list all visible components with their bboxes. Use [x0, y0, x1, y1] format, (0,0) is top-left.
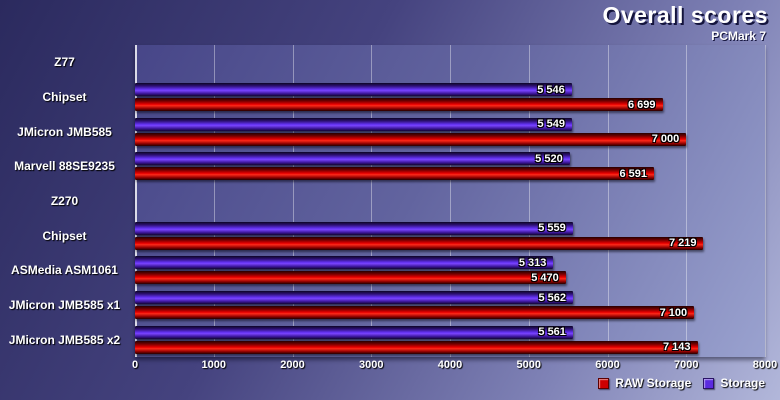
chart-row: Marvell 88SE9235 5 520 6 591 — [0, 149, 765, 184]
chart-row: JMicron JMB585 x2 5 561 7 143 — [0, 322, 765, 357]
bar-group — [135, 45, 765, 80]
chart-title: Overall scores — [602, 2, 768, 28]
bar-value-label: 5 313 — [518, 256, 547, 269]
gridline — [528, 45, 530, 357]
raw-bar: 5 470 — [135, 271, 566, 285]
x-tick-label: 1000 — [201, 359, 226, 371]
gridline — [607, 45, 609, 357]
bar-group: 5 559 7 219 — [135, 218, 765, 253]
bar-group — [135, 184, 765, 219]
raw-bar: 7 000 — [135, 132, 687, 146]
bar-group: 5 520 6 591 — [135, 149, 765, 184]
storage-bar: 5 562 — [135, 291, 573, 305]
bar-value-label: 6 699 — [628, 98, 656, 111]
bar-value-label: 5 562 — [538, 291, 566, 304]
storage-swatch — [703, 377, 715, 389]
raw-bar: 6 699 — [135, 98, 663, 111]
plot-area — [135, 45, 766, 357]
bar-group: 5 549 7 000 — [135, 114, 765, 149]
bar-rows: Z77 Chipset 5 546 6 699 JMicron JMB585 5 549 7… — [0, 45, 765, 357]
chart-subtitle: PCMark 7 — [711, 29, 766, 43]
chart-row: Z77 — [0, 45, 765, 80]
chart-row: ASMedia ASM1061 5 313 5 470 — [0, 253, 765, 288]
bar-value-label: 5 520 — [535, 152, 563, 165]
x-tick-label: 2000 — [280, 359, 305, 371]
chart-row: Z270 — [0, 184, 765, 219]
x-tick-label: 4000 — [437, 359, 463, 371]
raw-swatch — [598, 377, 610, 389]
x-tick-label: 6000 — [595, 359, 620, 371]
category-label: JMicron JMB585 — [17, 124, 112, 139]
chart-row: Chipset 5 546 6 699 — [0, 80, 765, 115]
bar-value-label: 5 546 — [537, 83, 565, 96]
category-label: Chipset — [42, 228, 87, 243]
chart-row: JMicron JMB585 5 549 7 000 — [0, 114, 765, 149]
bar-value-label: 5 561 — [538, 326, 566, 339]
category-label: ASMedia ASM1061 — [11, 263, 118, 278]
category-label: Marvell 88SE9235 — [14, 159, 115, 174]
chart-row: JMicron JMB585 x1 5 562 7 100 — [0, 288, 765, 323]
bar-value-label: 7 219 — [668, 237, 697, 250]
raw-bar: 7 100 — [135, 306, 695, 320]
x-axis: 0 1000 2000 3000 4000 5000 6000 7000 8000 — [131, 359, 777, 373]
gridline — [213, 45, 215, 357]
storage-bar: 5 549 — [135, 117, 572, 131]
legend-label: RAW Storage — [615, 376, 692, 390]
chart-row: Chipset 5 559 7 219 — [0, 218, 765, 253]
category-label: Z270 — [50, 194, 79, 209]
bar-value-label: 7 143 — [662, 341, 691, 354]
bar-value-label: 5 559 — [538, 222, 566, 235]
x-tick-label: 7000 — [674, 359, 699, 371]
gridline — [765, 45, 766, 357]
gridline — [371, 45, 373, 357]
category-label: JMicron JMB585 x2 — [8, 332, 121, 347]
y-axis-line — [135, 45, 137, 357]
category-label: JMicron JMB585 x1 — [8, 298, 121, 313]
bar-value-label: 7 000 — [651, 133, 680, 146]
legend-label: Storage — [720, 376, 765, 390]
gridline — [292, 45, 294, 357]
raw-bar: 6 591 — [135, 167, 655, 181]
bar-value-label: 5 549 — [537, 118, 565, 131]
category-label: Chipset — [42, 90, 87, 104]
gridline — [686, 45, 688, 357]
storage-bar: 5 520 — [135, 152, 570, 166]
x-tick-label: 0 — [131, 359, 139, 371]
x-tick-label: 3000 — [359, 359, 384, 371]
storage-bar: 5 559 — [135, 221, 573, 235]
legend: RAW Storage Storage — [598, 376, 765, 390]
storage-bar: 5 313 — [135, 256, 554, 270]
legend-item-raw: RAW Storage — [598, 376, 691, 390]
category-label: Z77 — [54, 55, 75, 70]
legend-item-storage: Storage — [703, 376, 765, 390]
bar-value-label: 7 100 — [659, 306, 688, 319]
bar-group: 5 546 6 699 — [135, 80, 765, 115]
x-tick-label: 8000 — [752, 359, 778, 371]
storage-bar: 5 561 — [135, 325, 573, 339]
bar-group: 5 561 7 143 — [135, 322, 765, 357]
bar-value-label: 5 470 — [531, 271, 559, 284]
raw-bar: 7 143 — [135, 340, 698, 354]
storage-bar: 5 546 — [135, 83, 572, 96]
bar-value-label: 6 591 — [619, 167, 648, 180]
raw-bar: 7 219 — [135, 236, 704, 250]
x-tick-label: 5000 — [516, 359, 541, 371]
gridline — [450, 45, 451, 357]
bar-group: 5 562 7 100 — [135, 288, 765, 323]
bar-group: 5 313 5 470 — [135, 253, 765, 288]
